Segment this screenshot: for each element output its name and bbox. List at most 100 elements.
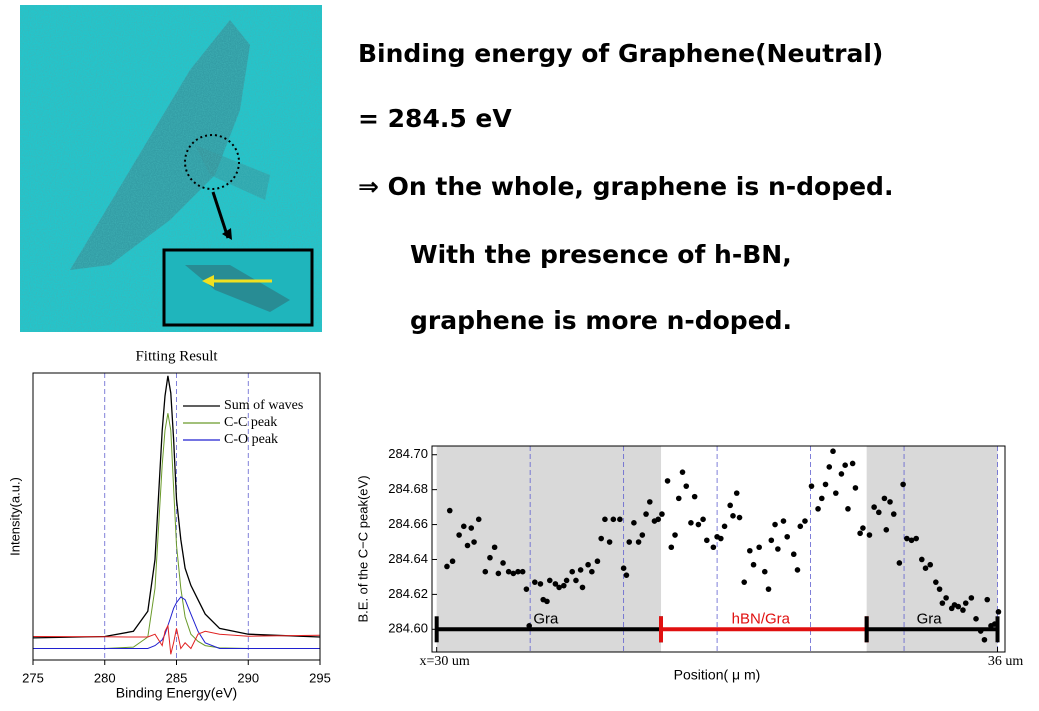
data-point bbox=[460, 523, 467, 530]
data-point bbox=[556, 584, 562, 591]
data-point bbox=[896, 560, 903, 566]
series-line bbox=[33, 596, 320, 649]
data-point bbox=[688, 520, 694, 526]
data-point bbox=[563, 577, 570, 584]
x-tick-label: x=30 um bbox=[420, 654, 470, 669]
data-point bbox=[577, 567, 584, 573]
x-axis-label: Position( μ m) bbox=[674, 667, 761, 683]
data-point bbox=[768, 537, 775, 544]
data-point bbox=[772, 521, 778, 528]
data-point bbox=[544, 598, 550, 605]
series-line bbox=[32, 623, 321, 655]
data-point bbox=[860, 525, 866, 531]
data-point bbox=[968, 595, 975, 601]
data-point bbox=[794, 567, 801, 573]
data-point bbox=[664, 478, 671, 484]
text-line: = 284.5 eV bbox=[358, 104, 512, 133]
plot-frame bbox=[32, 372, 321, 661]
data-point bbox=[475, 516, 482, 523]
series-line bbox=[32, 375, 321, 639]
data-point bbox=[444, 563, 450, 570]
data-point bbox=[589, 568, 595, 575]
y-tick-label: 284.66 bbox=[388, 516, 428, 531]
legend-label: C-C peak bbox=[224, 415, 277, 430]
x-tick-label: 290 bbox=[237, 670, 259, 685]
region-label: hBN/Gra bbox=[732, 610, 791, 627]
data-point bbox=[721, 523, 728, 530]
data-point bbox=[668, 544, 675, 551]
data-point bbox=[826, 464, 833, 470]
data-point bbox=[617, 516, 623, 523]
y-tick-label: 284.62 bbox=[388, 586, 428, 601]
data-point bbox=[818, 495, 825, 502]
data-point bbox=[519, 568, 526, 575]
data-point bbox=[908, 537, 915, 544]
data-point bbox=[747, 547, 753, 554]
data-point bbox=[780, 518, 787, 524]
text-line: graphene is more n-doped. bbox=[410, 306, 792, 335]
data-point bbox=[797, 523, 804, 530]
data-point bbox=[683, 483, 690, 489]
data-point bbox=[495, 570, 502, 577]
region-label: Gra bbox=[917, 610, 943, 627]
data-point bbox=[606, 539, 613, 545]
scan-arrowhead bbox=[202, 275, 214, 287]
data-point bbox=[955, 603, 962, 610]
data-point bbox=[679, 469, 686, 475]
data-point bbox=[700, 516, 706, 523]
data-point bbox=[815, 506, 821, 512]
data-point bbox=[890, 511, 897, 517]
data-point bbox=[849, 460, 856, 467]
data-point bbox=[933, 579, 939, 585]
data-point bbox=[887, 499, 893, 505]
text-line: ⇒ On the whole, graphene is n-doped. bbox=[358, 172, 893, 201]
data-point bbox=[643, 511, 649, 517]
data-point bbox=[631, 520, 637, 526]
data-point bbox=[784, 533, 791, 540]
data-point bbox=[852, 485, 859, 491]
data-point bbox=[646, 499, 653, 505]
data-point bbox=[939, 600, 946, 606]
data-point bbox=[695, 521, 702, 528]
data-point bbox=[842, 462, 848, 469]
data-point bbox=[730, 513, 736, 519]
data-point bbox=[710, 544, 717, 551]
y-tick-label: 284.64 bbox=[388, 551, 428, 566]
data-point bbox=[883, 526, 890, 533]
data-point bbox=[468, 525, 475, 531]
data-point bbox=[936, 586, 943, 592]
data-point bbox=[598, 535, 604, 542]
data-point bbox=[620, 565, 627, 572]
data-point bbox=[552, 581, 559, 587]
data-point bbox=[808, 483, 815, 489]
data-point bbox=[733, 490, 740, 496]
y-tick-label: 284.70 bbox=[388, 446, 428, 461]
data-point bbox=[573, 577, 579, 584]
data-point bbox=[919, 556, 925, 563]
zoom-arrow bbox=[211, 191, 230, 239]
data-point bbox=[857, 530, 863, 537]
data-point bbox=[704, 537, 710, 544]
data-point bbox=[585, 561, 591, 568]
data-point bbox=[881, 495, 888, 502]
data-point bbox=[973, 616, 979, 622]
data-point bbox=[765, 586, 772, 592]
data-point bbox=[602, 516, 608, 523]
data-point bbox=[446, 507, 453, 514]
data-point bbox=[727, 502, 733, 509]
data-point bbox=[802, 518, 808, 524]
chart-title: Fitting Result bbox=[135, 348, 218, 364]
slide-text: Binding energy of Graphene(Neutral) = 28… bbox=[358, 39, 893, 335]
data-point bbox=[579, 584, 586, 591]
data-point bbox=[741, 579, 748, 585]
data-point bbox=[523, 586, 530, 592]
data-point bbox=[464, 542, 471, 549]
data-point bbox=[790, 551, 797, 558]
region-circle bbox=[184, 134, 240, 190]
data-point bbox=[456, 532, 462, 538]
data-point bbox=[736, 514, 743, 521]
data-point bbox=[756, 544, 762, 551]
data-point bbox=[691, 493, 698, 500]
